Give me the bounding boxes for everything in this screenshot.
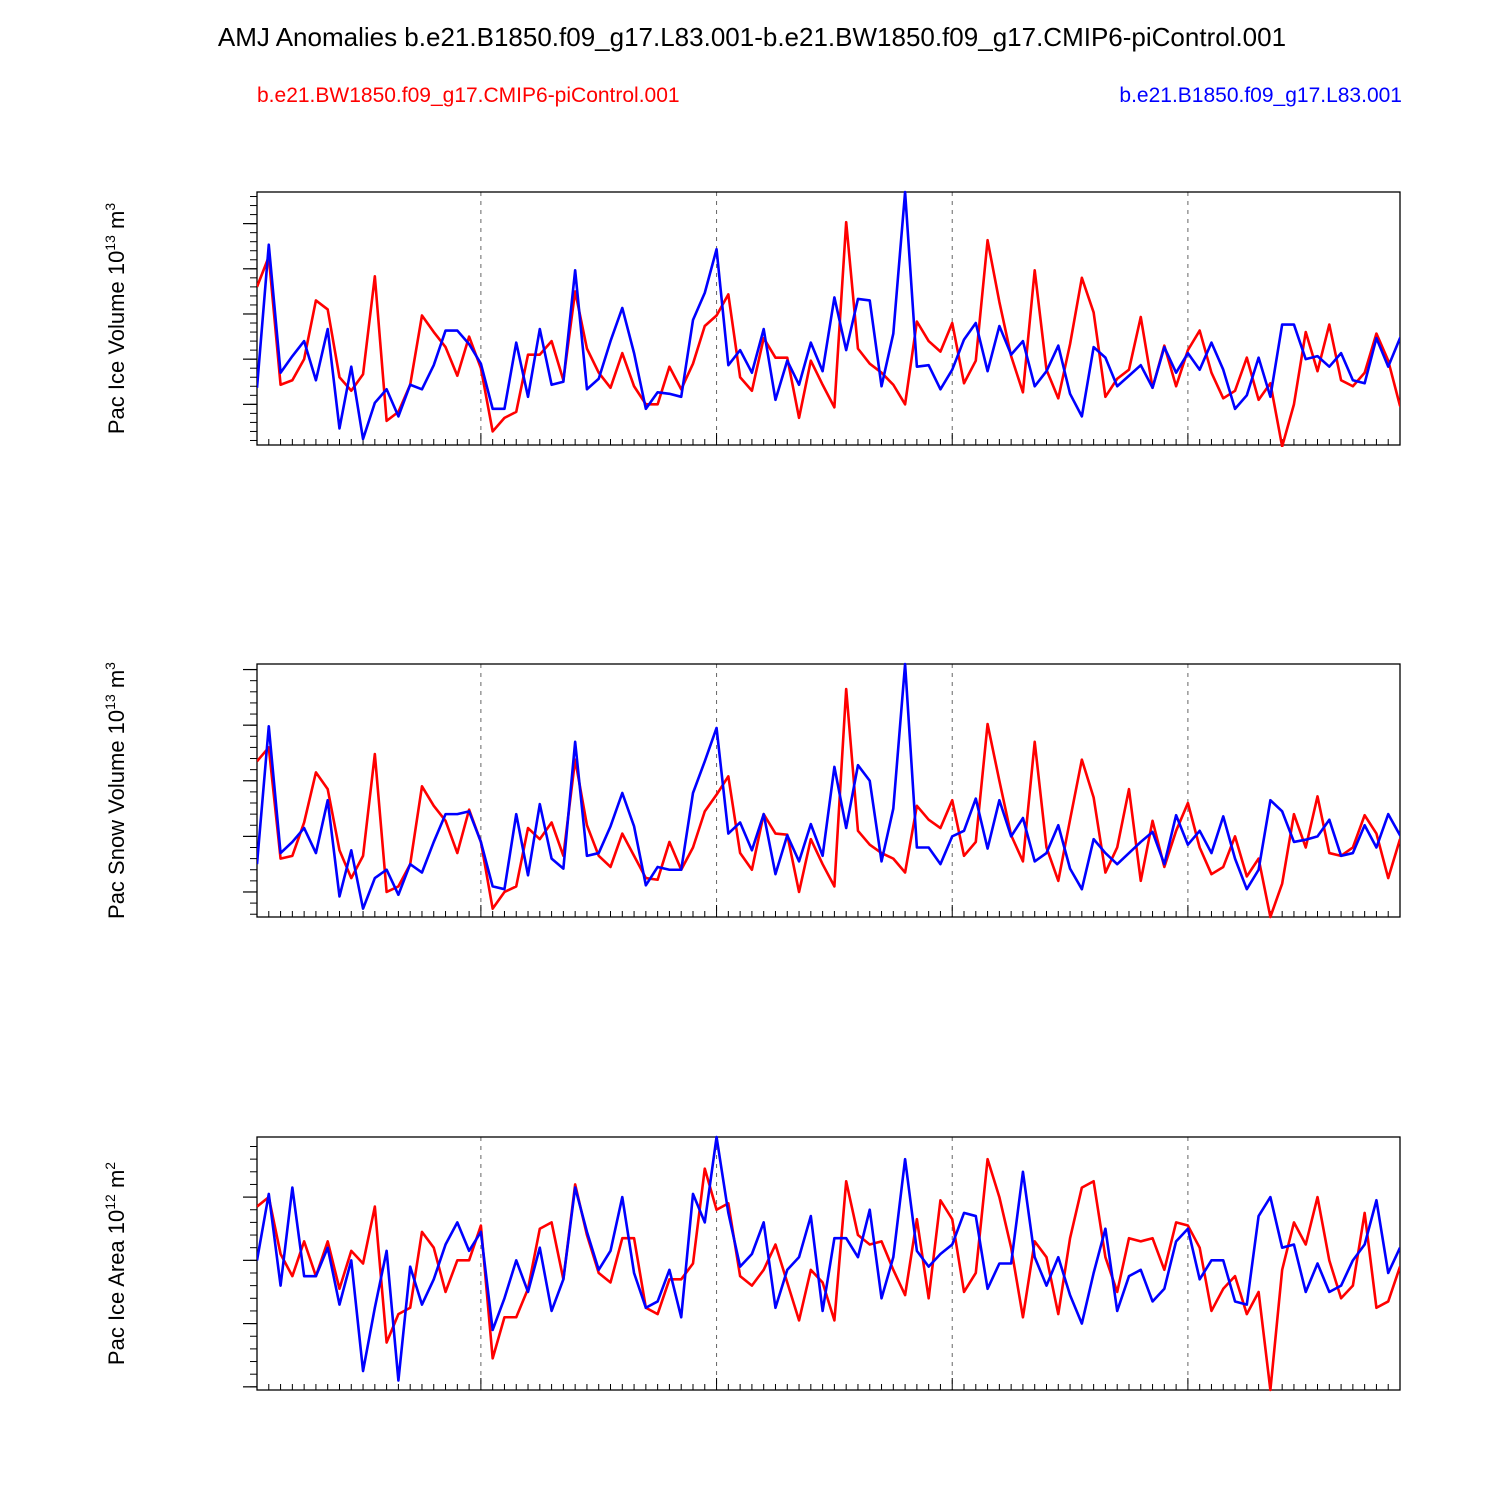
y-axis-label-text: m bbox=[104, 670, 129, 694]
y-axis-label: Pac Snow Volume 1013 m3 bbox=[102, 662, 129, 919]
series-line-experiment bbox=[257, 662, 1400, 910]
legend-label-experiment: b.e21.B1850.f09_g17.L83.001 bbox=[1119, 84, 1402, 107]
y-axis-label: Pac Ice Area 1012 m2 bbox=[102, 1162, 129, 1365]
plot-frame bbox=[256, 191, 1401, 446]
chart-panel-3: Pac Ice Area 1012 m2 bbox=[102, 1135, 1401, 1392]
y-axis-label: Pac Ice Volume 1013 m3 bbox=[102, 203, 129, 434]
series-line-control bbox=[257, 687, 1400, 919]
series-line-experiment bbox=[257, 1135, 1400, 1382]
plot-frame bbox=[256, 1136, 1401, 1391]
y-axis-label-text: m bbox=[104, 1170, 129, 1194]
y-axis-label-exponent: 2 bbox=[102, 1162, 118, 1170]
series-line-control bbox=[257, 220, 1400, 447]
chart-panel-1: Pac Ice Volume 1013 m3 bbox=[102, 190, 1401, 447]
y-axis-label-text: m bbox=[104, 211, 129, 235]
y-axis-label-exponent: 3 bbox=[102, 662, 118, 670]
chart-panel-2: Pac Snow Volume 1013 m3 bbox=[102, 662, 1401, 919]
y-axis-label-text: Pac Snow Volume 10 bbox=[104, 710, 129, 919]
y-axis-label-text: Pac Ice Area 10 bbox=[104, 1210, 129, 1365]
figure-title: AMJ Anomalies b.e21.B1850.f09_g17.L83.00… bbox=[218, 22, 1286, 52]
series-line-control bbox=[257, 1157, 1400, 1392]
y-axis-label-exponent: 3 bbox=[102, 203, 118, 211]
legend-label-control: b.e21.BW1850.f09_g17.CMIP6-piControl.001 bbox=[257, 84, 680, 107]
y-axis-label-exponent: 13 bbox=[102, 694, 118, 710]
y-axis-label-exponent: 12 bbox=[102, 1194, 118, 1210]
series-line-experiment bbox=[257, 190, 1400, 441]
plot-frame bbox=[256, 663, 1401, 918]
y-axis-label-text: Pac Ice Volume 10 bbox=[104, 251, 129, 434]
y-axis-label-exponent: 13 bbox=[102, 235, 118, 251]
